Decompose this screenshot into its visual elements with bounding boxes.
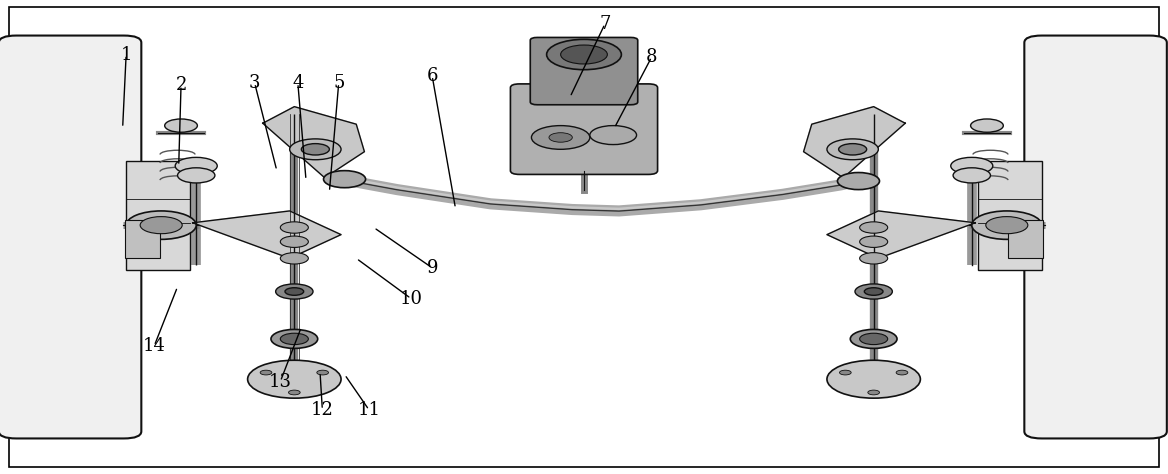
Text: 8: 8 xyxy=(646,48,658,66)
Circle shape xyxy=(860,253,888,264)
Circle shape xyxy=(896,370,908,375)
Circle shape xyxy=(860,333,888,345)
Circle shape xyxy=(547,39,621,70)
Circle shape xyxy=(561,45,607,64)
Circle shape xyxy=(165,119,197,132)
Circle shape xyxy=(280,236,308,247)
Circle shape xyxy=(178,168,215,183)
FancyBboxPatch shape xyxy=(1024,36,1167,438)
Circle shape xyxy=(972,211,1042,239)
Circle shape xyxy=(260,370,272,375)
Circle shape xyxy=(951,157,993,174)
Circle shape xyxy=(827,360,920,398)
Bar xyxy=(126,161,190,270)
Circle shape xyxy=(855,284,892,299)
Circle shape xyxy=(549,133,572,142)
Circle shape xyxy=(288,390,300,395)
Polygon shape xyxy=(804,107,905,178)
Text: 14: 14 xyxy=(142,337,166,355)
Text: 10: 10 xyxy=(399,290,423,308)
Circle shape xyxy=(324,171,366,188)
Circle shape xyxy=(827,139,878,160)
Circle shape xyxy=(864,288,883,295)
Circle shape xyxy=(860,236,888,247)
Circle shape xyxy=(590,126,637,145)
Circle shape xyxy=(317,370,328,375)
Circle shape xyxy=(280,222,308,233)
Circle shape xyxy=(971,119,1003,132)
Circle shape xyxy=(868,390,880,395)
Text: 2: 2 xyxy=(175,76,187,94)
Text: 13: 13 xyxy=(269,373,292,391)
FancyBboxPatch shape xyxy=(0,36,141,438)
Circle shape xyxy=(953,168,990,183)
Circle shape xyxy=(301,144,329,155)
Text: 7: 7 xyxy=(599,15,611,33)
Circle shape xyxy=(276,284,313,299)
Circle shape xyxy=(290,139,341,160)
Circle shape xyxy=(840,370,851,375)
Text: 12: 12 xyxy=(311,401,334,419)
Circle shape xyxy=(248,360,341,398)
Text: 11: 11 xyxy=(357,401,381,419)
Circle shape xyxy=(860,222,888,233)
FancyBboxPatch shape xyxy=(530,37,638,105)
Text: 3: 3 xyxy=(249,74,260,92)
Circle shape xyxy=(175,157,217,174)
Circle shape xyxy=(126,211,196,239)
Circle shape xyxy=(285,288,304,295)
Circle shape xyxy=(531,126,590,149)
Text: 9: 9 xyxy=(426,259,438,277)
Polygon shape xyxy=(263,107,364,178)
Circle shape xyxy=(280,253,308,264)
Circle shape xyxy=(986,217,1028,234)
Circle shape xyxy=(837,173,880,190)
FancyBboxPatch shape xyxy=(510,84,658,174)
Circle shape xyxy=(850,329,897,348)
Circle shape xyxy=(140,217,182,234)
Polygon shape xyxy=(193,211,341,258)
Circle shape xyxy=(280,333,308,345)
Text: 4: 4 xyxy=(292,74,304,92)
Bar xyxy=(125,220,160,258)
Text: 5: 5 xyxy=(333,74,345,92)
Text: 1: 1 xyxy=(120,46,132,64)
Bar xyxy=(978,161,1042,270)
Circle shape xyxy=(839,144,867,155)
Circle shape xyxy=(271,329,318,348)
Polygon shape xyxy=(827,211,975,258)
Bar xyxy=(1008,220,1043,258)
Text: 6: 6 xyxy=(426,67,438,85)
